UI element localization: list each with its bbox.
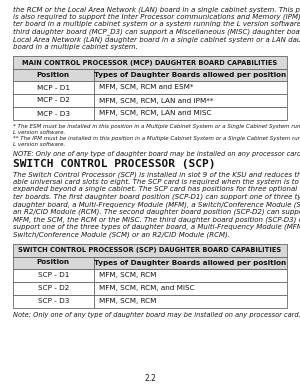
Text: Position: Position (37, 260, 70, 265)
Text: 2.2: 2.2 (144, 374, 156, 383)
Bar (13, 256, 94, 268)
Text: SCP - D3: SCP - D3 (38, 298, 69, 304)
Bar (13, 268, 94, 282)
Text: MFM, SCM, RCM: MFM, SCM, RCM (99, 272, 156, 278)
Text: MAIN CONTROL PROCESSOR (MCP) DAUGHTER BOARD CAPABILITIES: MAIN CONTROL PROCESSOR (MCP) DAUGHTER BO… (22, 59, 278, 66)
Text: daughter board, a Multi-Frequency Module (MFM), a Switch/Conference Module (SCM): daughter board, a Multi-Frequency Module… (13, 201, 300, 208)
Text: third daughter board (MCP_D3) can support a Miscellaneous (MISC) daughter board : third daughter board (MCP_D3) can suppor… (13, 28, 300, 35)
Bar (13, 282, 94, 294)
Text: ter boards. The first daughter board position (SCP-D1) can support one of three : ter boards. The first daughter board pos… (13, 194, 300, 200)
Text: able universal card slots to eight. The SCP card is required when the system is : able universal card slots to eight. The … (13, 178, 300, 185)
Text: MCP - D3: MCP - D3 (37, 111, 70, 116)
Text: SWITCH CONTROL PROCESSOR (SCP): SWITCH CONTROL PROCESSOR (SCP) (13, 159, 215, 169)
Text: MFM, SCM, RCM, and MISC: MFM, SCM, RCM, and MISC (99, 285, 194, 291)
Bar (13, 107, 94, 120)
Text: Local Area Network (LAN) daughter board in a single cabinet system or a LAN daug: Local Area Network (LAN) daughter board … (13, 36, 300, 43)
Bar (94, 107, 287, 120)
Text: L version software.: L version software. (13, 130, 65, 135)
Bar (13, 56, 287, 69)
Bar (13, 94, 94, 107)
Text: MFM, the SCM, the RCM or the MISC. The third daughter board position (SCP-D3) ca: MFM, the SCM, the RCM or the MISC. The t… (13, 216, 300, 223)
Bar (94, 294, 287, 308)
Bar (13, 244, 287, 256)
Bar (13, 294, 94, 308)
Text: MFM, SCM, RCM, LAN and MISC: MFM, SCM, RCM, LAN and MISC (99, 111, 211, 116)
Text: * The ESM must be installed in this position in a Multiple Cabinet System or a S: * The ESM must be installed in this posi… (13, 124, 300, 129)
Bar (94, 69, 287, 81)
Text: ter board in a multiple cabinet system or a system running the L version softwar: ter board in a multiple cabinet system o… (13, 21, 300, 27)
Text: Types of Daughter Boards allowed per position: Types of Daughter Boards allowed per pos… (94, 72, 286, 78)
Text: SWITCH CONTROL PROCESSOR (SCP) DAUGHTER BOARD CAPABILITIES: SWITCH CONTROL PROCESSOR (SCP) DAUGHTER … (18, 247, 282, 253)
Bar (94, 94, 287, 107)
Text: ** The IPM must be installed in this position in a Multiple Cabinet System or a : ** The IPM must be installed in this pos… (13, 136, 300, 141)
Bar (94, 81, 287, 94)
Bar (13, 69, 94, 81)
Text: Types of Daughter Boards allowed per position: Types of Daughter Boards allowed per pos… (94, 260, 286, 265)
Text: board in a multiple cabinet system.: board in a multiple cabinet system. (13, 43, 138, 50)
Text: Note: Only one of any type of daughter board may be installed on any processor c: Note: Only one of any type of daughter b… (13, 312, 300, 318)
Text: NOTE: Only one of any type of daughter board may be installed on any processor c: NOTE: Only one of any type of daughter b… (13, 151, 300, 157)
Text: MCP - D1: MCP - D1 (37, 85, 70, 90)
Text: SCP - D1: SCP - D1 (38, 272, 69, 278)
Text: L version software.: L version software. (13, 142, 65, 147)
Text: The Switch Control Processor (SCP) is installed in slot 9 of the KSU and reduces: The Switch Control Processor (SCP) is in… (13, 171, 300, 178)
Text: MFM, SCM, RCM: MFM, SCM, RCM (99, 298, 156, 304)
Text: Switch/Conference Module (SCM) or an R2/CID Module (RCM).: Switch/Conference Module (SCM) or an R2/… (13, 231, 230, 237)
Bar (94, 282, 287, 294)
Text: the RCM or the Local Area Network (LAN) board in a single cabinet system. This p: the RCM or the Local Area Network (LAN) … (13, 6, 300, 12)
Bar (94, 256, 287, 268)
Text: MCP - D2: MCP - D2 (37, 97, 70, 104)
Text: MFM, SCM, RCM, LAN and IPM**: MFM, SCM, RCM, LAN and IPM** (99, 97, 213, 104)
Bar (94, 268, 287, 282)
Text: SCP - D2: SCP - D2 (38, 285, 69, 291)
Text: Position: Position (37, 72, 70, 78)
Text: expanded beyond a single cabinet. The SCP card has positions for three optional : expanded beyond a single cabinet. The SC… (13, 186, 300, 192)
Text: MFM, SCM, RCM and ESM*: MFM, SCM, RCM and ESM* (99, 85, 193, 90)
Text: is also required to support the Inter Processor communications and Memory (IPM) : is also required to support the Inter Pr… (13, 14, 300, 20)
Text: an R2/CID Module (RCM). The second daughter board position (SCP-D2) can support : an R2/CID Module (RCM). The second daugh… (13, 208, 300, 215)
Text: support one of the three types of daughter board, a Multi-Frequency Module (MFM): support one of the three types of daught… (13, 223, 300, 230)
Bar (13, 81, 94, 94)
